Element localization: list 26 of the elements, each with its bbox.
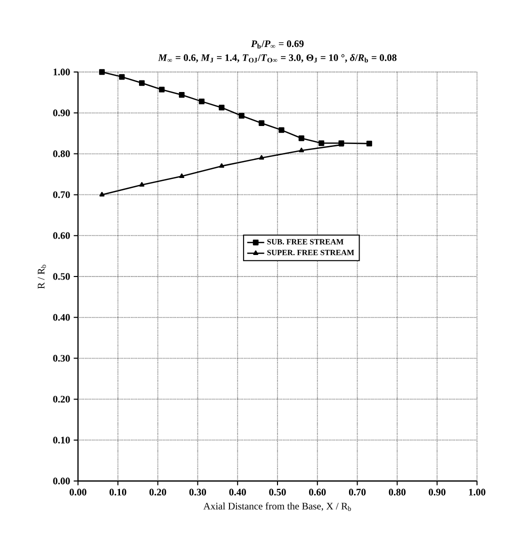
y-tick-label: 0.90	[53, 110, 70, 116]
y-tick-label: 0.30	[53, 354, 70, 362]
y-tick-label: 0.00	[53, 478, 70, 484]
x-tick-label: 0.50	[269, 488, 286, 496]
x-tick-label: 0.20	[149, 488, 166, 496]
y-axis-title: R / R$_{b}$	[38, 264, 46, 289]
y-tick-label: 0.70	[53, 191, 70, 198]
x-axis-title: Axial Distance from the Base, X / R$_{b}$	[203, 502, 351, 511]
y-tick-label: 0.10	[53, 436, 70, 444]
x-tick-label: 1.00	[469, 488, 486, 496]
x-tick-label: 0.90	[428, 488, 446, 496]
x-tick-label: 0.30	[189, 488, 206, 496]
y-tick-label: 0.20	[53, 396, 70, 403]
x-tick-label: 0.80	[388, 488, 406, 496]
x-tick-label: 0.00	[70, 488, 86, 496]
y-tick-label: 0.60	[53, 232, 70, 239]
text: M$_{∞}$ = 0.6, M$_{J}$ = 1.4, T$_{OJ}$/T$_{O∞}$ = 3.0, Θ$_{J}$ = 10 °, δ/R$_{b}$ = 0.08	[158, 54, 397, 62]
y-tick-label: 1.00	[54, 68, 70, 76]
x-tick-label: 0.10	[110, 488, 126, 496]
y-tick-label: 0.50	[53, 273, 70, 280]
x-tick-label: 0.60	[309, 488, 326, 496]
chart-title: P$_{b}$/P$_{∞}$ = 0.69	[251, 40, 304, 49]
y-tick-label: 0.80	[53, 150, 70, 158]
x-tick-label: 0.70	[348, 488, 366, 496]
x-tick-label: 0.40	[229, 488, 246, 496]
y-tick-label: 0.40	[53, 314, 70, 321]
